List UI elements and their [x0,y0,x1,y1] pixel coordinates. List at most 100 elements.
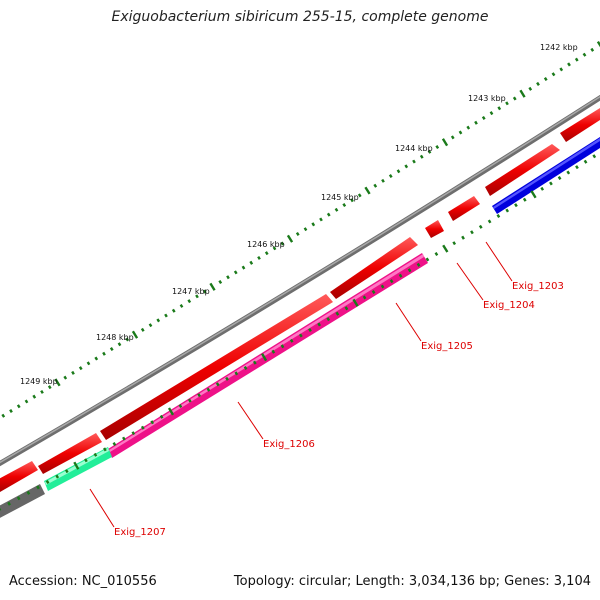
genome-summary: Topology: circular; Length: 3,034,136 bp… [233,574,591,589]
minor-tick [187,398,192,403]
major-tick [352,298,359,307]
minor-tick [47,385,52,390]
minor-tick [461,235,465,240]
minor-tick [94,356,99,361]
minor-tick [26,490,31,495]
minor-tick [590,47,595,52]
minor-tick [412,159,416,164]
minor-tick [150,420,155,425]
minor-tick [206,387,211,392]
minor-tick [125,337,130,342]
minor-tick [187,299,192,304]
minor-tick [528,86,533,91]
minor-tick [117,342,122,347]
minor-tick [396,169,401,174]
gene-arrow-forward [560,108,600,142]
minor-tick [140,425,145,430]
minor-tick [567,62,571,67]
gene-label[interactable]: Exig_1205 [421,341,473,352]
minor-tick [271,349,276,354]
minor-tick [505,208,510,213]
minor-tick [197,393,201,398]
minor-tick [388,174,393,179]
minor-tick [103,447,107,452]
minor-tick [140,327,145,332]
major-tick [519,89,526,98]
minor-tick [566,170,571,175]
minor-tick [543,77,548,82]
minor-tick [404,164,409,169]
major-tick [530,190,537,199]
minor-tick [252,360,257,365]
minor-tick [36,485,40,490]
gene-arrow-forward [38,433,102,474]
minor-tick [582,52,587,57]
accession-label: Accession: NC_010556 [9,574,157,589]
minor-tick [398,273,403,278]
minor-tick [102,351,106,356]
minor-tick [317,322,322,327]
minor-tick [280,241,285,246]
minor-tick [466,125,471,130]
minor-tick [481,115,486,120]
minor-tick [148,323,153,328]
ruler-ticks [1,40,600,418]
reverse-strand [0,137,600,518]
minor-tick [218,279,223,285]
gene-label[interactable]: Exig_1203 [512,281,564,292]
minor-tick [303,227,308,232]
minor-tick [178,404,183,408]
minor-tick [434,252,439,256]
minor-tick [202,289,207,294]
gene-label[interactable]: Exig_1207 [114,527,166,538]
gene-arrow-forward [485,144,560,196]
minor-tick [233,270,238,275]
minor-tick [549,181,553,186]
minor-tick [243,366,248,370]
minor-tick [156,318,161,323]
minor-tick [458,130,463,135]
minor-tick [342,203,347,208]
minor-tick [470,230,474,235]
minor-tick [289,338,294,343]
minor-tick [93,452,98,457]
minor-tick [551,72,556,77]
major-tick [596,40,600,48]
major-tick [167,407,175,416]
ruler-label-1249: 1249 kbp [20,377,58,386]
minor-tick [559,67,564,72]
minor-tick [195,294,199,299]
gene-label[interactable]: Exig_1206 [263,439,315,450]
minor-tick [179,303,184,308]
minor-tick [583,159,588,164]
minor-tick [63,375,68,380]
minor-tick [295,231,300,236]
minor-tick [474,120,478,125]
gene-label[interactable]: Exig_1204 [483,300,535,311]
minor-tick [335,311,340,316]
minor-tick [86,361,91,366]
minor-tick [574,57,579,62]
minor-tick [450,135,455,140]
map-title: Exiguobacterium sibiricum 255-15, comple… [111,9,489,25]
ruler-label-1246: 1246 kbp [247,240,285,249]
minor-tick [319,217,323,222]
minor-tick [109,347,114,352]
minor-tick [536,81,540,86]
ruler-label-1243: 1243 kbp [468,94,506,103]
gene-arrow-reverse-gray [0,484,45,518]
minor-tick [512,96,517,101]
ruler-label-1242: 1242 kbp [540,43,578,52]
minor-tick [389,279,394,284]
minor-tick [371,290,376,294]
major-tick [54,378,61,387]
gene-arrow-forward [448,196,480,221]
minor-tick [505,101,509,106]
major-tick [131,330,139,339]
genome-backbone [0,94,600,467]
minor-tick [489,111,494,116]
major-tick [261,353,268,362]
minor-tick [592,154,597,159]
minor-tick [497,106,502,111]
minor-tick [131,431,136,436]
